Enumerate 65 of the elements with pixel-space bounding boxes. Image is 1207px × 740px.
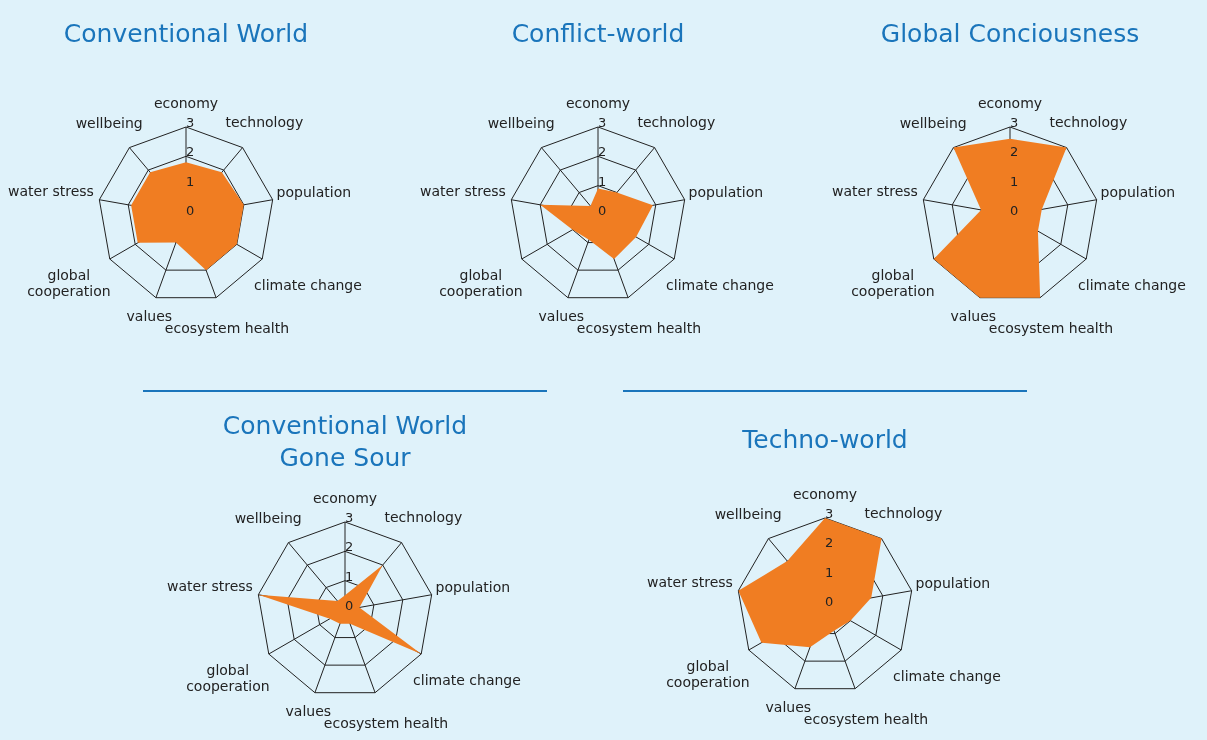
y-tick-label: 0 xyxy=(598,203,607,218)
spoke-label: global cooperation xyxy=(186,661,270,694)
spoke-label: values xyxy=(765,698,812,715)
spoke-label: global cooperation xyxy=(851,266,935,299)
spoke-label: global cooperation xyxy=(666,657,750,690)
spoke-label: water stress xyxy=(647,574,733,591)
y-tick-label: 1 xyxy=(1010,173,1019,189)
spoke-label: population xyxy=(688,184,764,201)
y-tick-label: 3 xyxy=(598,115,607,130)
spoke-label: technology xyxy=(384,508,463,525)
chart-title: Techno-world xyxy=(742,424,908,456)
spoke-label: population xyxy=(276,184,352,201)
chart-title: Conventional World xyxy=(63,18,309,50)
spoke-label: wellbeing xyxy=(899,115,967,132)
y-tick-label: 1 xyxy=(598,173,607,189)
y-tick-label: 0 xyxy=(186,203,195,218)
spoke-label: climate change xyxy=(254,277,362,294)
spoke-label: wellbeing xyxy=(714,506,782,523)
y-tick-label: 1 xyxy=(186,173,195,189)
chart-title: Conflict-world xyxy=(511,18,685,50)
spoke-label: technology xyxy=(1049,113,1128,130)
y-tick-label: 2 xyxy=(825,535,834,551)
spoke-label: economy xyxy=(792,486,858,502)
spoke-label: climate change xyxy=(413,672,521,689)
y-tick-label: 1 xyxy=(345,568,354,584)
spoke-label: values xyxy=(950,307,997,324)
y-tick-label: 2 xyxy=(345,539,354,555)
spoke-label: global cooperation xyxy=(439,266,523,299)
y-tick-label: 3 xyxy=(186,115,195,130)
spoke-label: wellbeing xyxy=(234,510,302,527)
spoke-label: values xyxy=(126,307,173,324)
chart-title: Conventional World Gone Sour xyxy=(222,410,468,474)
y-tick-label: 3 xyxy=(345,510,354,525)
spoke-label: economy xyxy=(565,95,631,111)
spoke-label: population xyxy=(1100,184,1176,201)
spoke-label: technology xyxy=(225,113,304,130)
chart-title: Global Conciousness xyxy=(880,18,1140,50)
spoke-label: water stress xyxy=(832,183,918,200)
spoke-label: economy xyxy=(153,95,219,111)
spoke-label: climate change xyxy=(893,668,1001,685)
y-tick-label: 2 xyxy=(1010,144,1019,160)
spoke-label: technology xyxy=(637,113,716,130)
spoke-label: wellbeing xyxy=(75,115,143,132)
y-tick-label: 3 xyxy=(1010,115,1019,130)
y-tick-label: 1 xyxy=(825,564,834,580)
spoke-label: global cooperation xyxy=(27,266,111,299)
spoke-label: water stress xyxy=(167,578,253,595)
spoke-label: population xyxy=(915,575,991,592)
y-tick-label: 0 xyxy=(825,594,834,609)
spoke-label: values xyxy=(538,307,585,324)
spoke-label: population xyxy=(435,579,511,596)
spoke-label: wellbeing xyxy=(487,115,555,132)
spoke-label: water stress xyxy=(8,183,94,200)
spoke-label: water stress xyxy=(420,183,506,200)
spoke-label: values xyxy=(285,702,332,719)
spoke-label: technology xyxy=(864,504,943,521)
y-tick-label: 2 xyxy=(598,144,607,160)
spoke-label: economy xyxy=(977,95,1043,111)
y-tick-label: 2 xyxy=(186,144,195,160)
y-tick-label: 3 xyxy=(825,506,834,521)
spoke-label: economy xyxy=(312,490,378,506)
y-tick-label: 0 xyxy=(345,598,354,613)
y-tick-label: 0 xyxy=(1010,203,1019,218)
spoke-label: climate change xyxy=(666,277,774,294)
spoke-label: climate change xyxy=(1078,277,1186,294)
